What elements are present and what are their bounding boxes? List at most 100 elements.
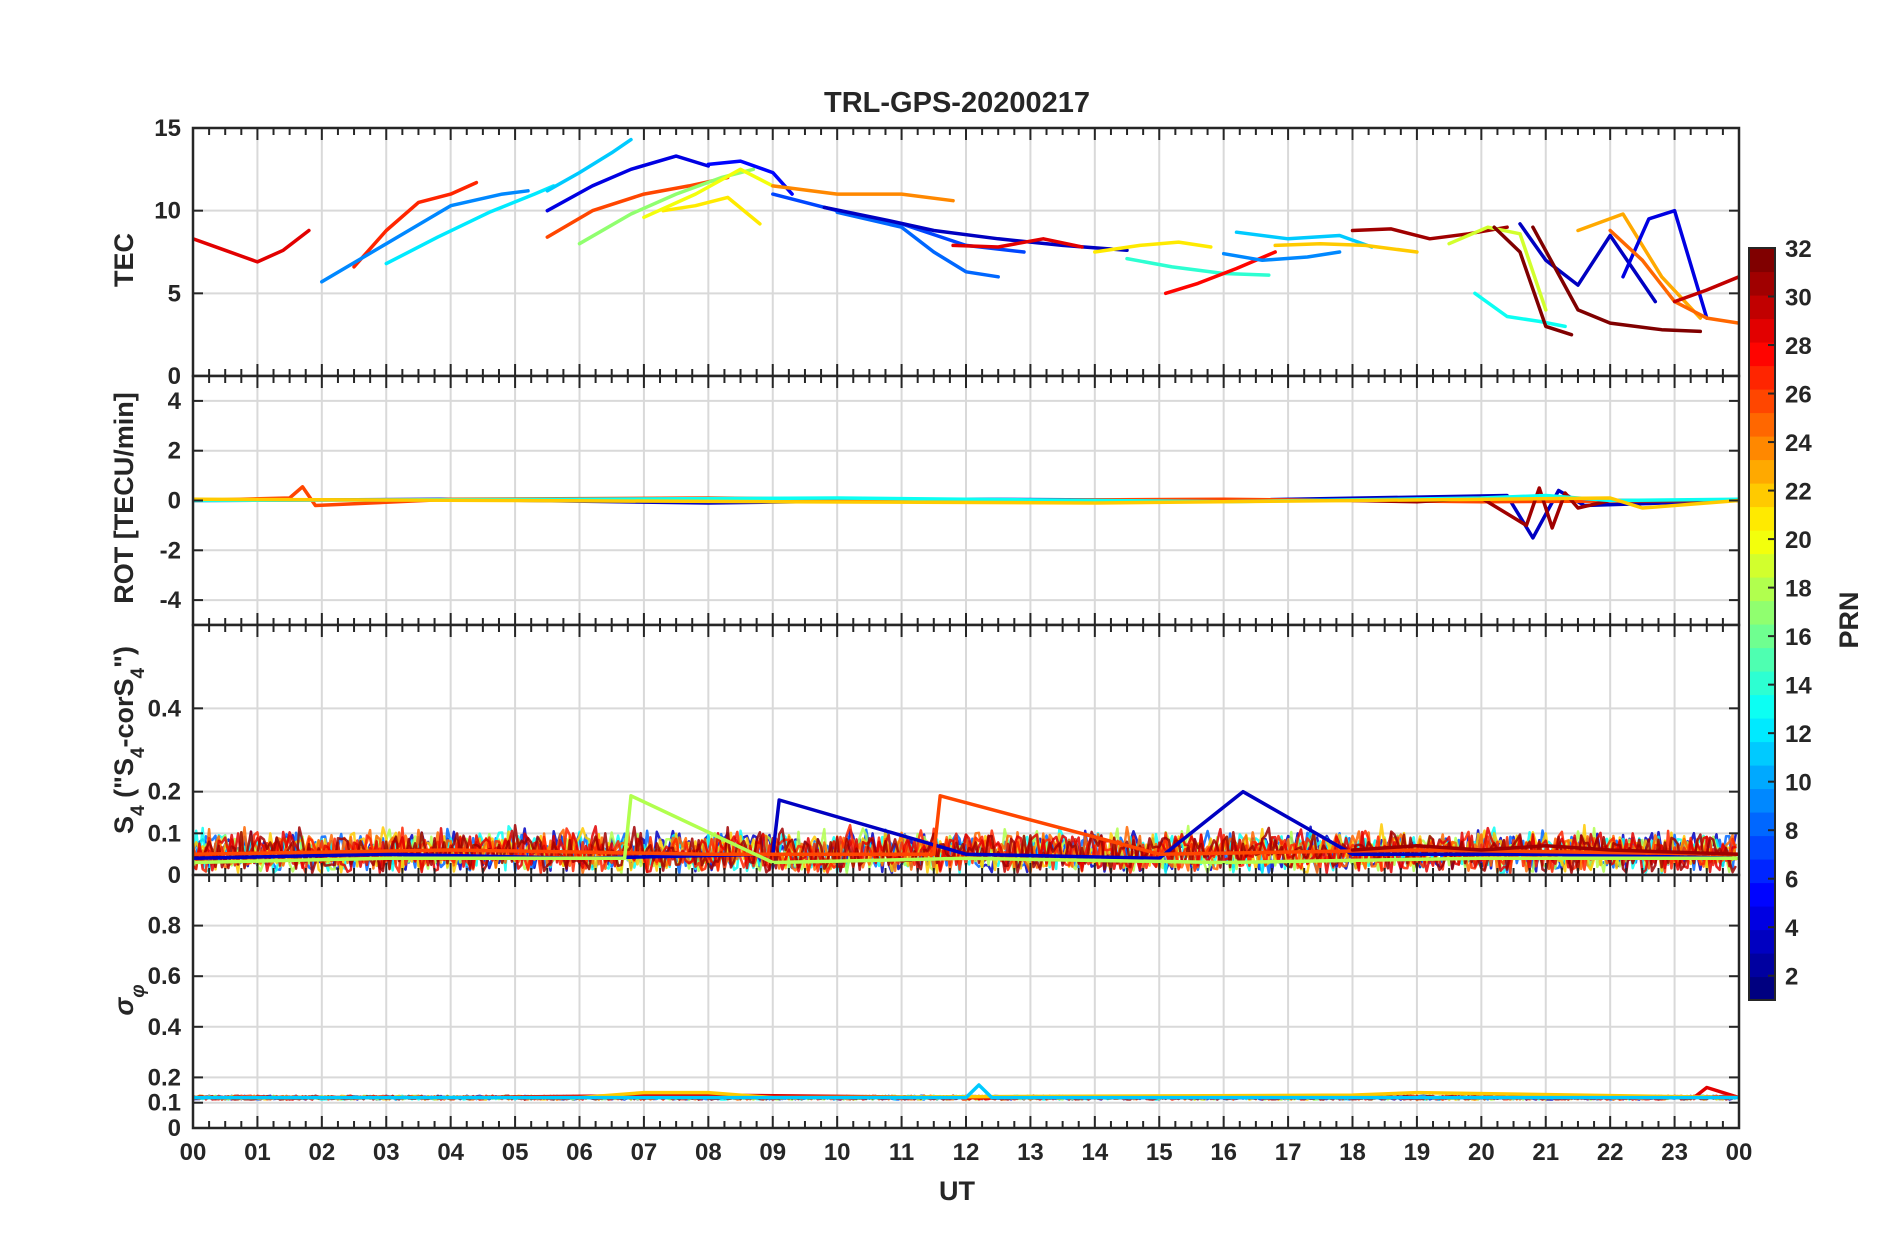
colorbar-tick-label: 32 — [1785, 236, 1812, 263]
colorbar-tick-label: 4 — [1785, 915, 1799, 942]
tec-y-tick-label: 0 — [168, 363, 181, 390]
x-tick-label: 20 — [1468, 1139, 1495, 1166]
s4-y-tick-label: 0.2 — [148, 779, 181, 806]
colorbar-segment — [1749, 953, 1775, 978]
x-tick-label: 19 — [1404, 1139, 1431, 1166]
colorbar-segment — [1749, 436, 1775, 461]
colorbar-tick-label: 26 — [1785, 382, 1812, 409]
colorbar-segment — [1749, 718, 1775, 743]
tec-series-prn-19 — [1447, 225, 1548, 312]
colorbar-tick-label: 6 — [1785, 867, 1798, 894]
tec-series-prn-32 — [1492, 225, 1574, 337]
colorbar-tick-label: 28 — [1785, 333, 1812, 360]
sigma_phi-y-tick-label: 0.1 — [148, 1090, 181, 1117]
colorbar-segment — [1749, 788, 1775, 813]
x-axis-label: UT — [939, 1176, 975, 1206]
s4-series-prn-18 — [193, 794, 1739, 865]
sigma_phi-frame — [191, 873, 1741, 1130]
colorbar-segment — [1749, 929, 1775, 954]
colorbar-segment — [1749, 812, 1775, 837]
x-tick-label: 05 — [502, 1139, 529, 1166]
x-tick-label: 14 — [1081, 1139, 1108, 1166]
colorbar-segment — [1749, 412, 1775, 437]
x-tick-label: 00 — [180, 1139, 207, 1166]
chart-title: TRL-GPS-20200217 — [824, 87, 1090, 119]
colorbar-tick-label: 22 — [1785, 479, 1812, 506]
s4-y-tick-label: 0 — [168, 862, 181, 889]
tec-series-prn-20 — [642, 167, 775, 220]
tec-series-prn-21 — [1093, 240, 1213, 254]
tec-series-prn-27 — [352, 180, 479, 269]
x-tick-label: 12 — [953, 1139, 980, 1166]
tec-series-prn-22 — [1273, 241, 1419, 254]
rot-y-label: ROT [TECU/min] — [109, 392, 139, 603]
rot-panel: ROT [TECU/min] -4 -2 0 2 4 — [109, 374, 1741, 627]
colorbar-tick-label: 14 — [1785, 673, 1812, 700]
x-tick-label: 18 — [1339, 1139, 1366, 1166]
sigma_phi-y-tick-label: 0.8 — [148, 913, 181, 940]
x-tick-label: 01 — [244, 1139, 271, 1166]
colorbar-segment — [1749, 248, 1775, 273]
rot-y-tick-label: -2 — [160, 537, 181, 564]
s4-panel: S4 ("S4-corS4") 00.10.20.4 — [109, 623, 1741, 889]
x-tick-label: 21 — [1532, 1139, 1559, 1166]
colorbar-segment — [1749, 694, 1775, 719]
s4-series-prn-26 — [193, 794, 1739, 856]
tec-series-prn-5 — [706, 159, 794, 196]
tec-y-tick-label: 10 — [154, 198, 181, 225]
x-tick-labels: 00 01 02 03 04 05 06 07 08 09 10 11 12 13 14 15 16 17 18 19… — [180, 1139, 1753, 1166]
x-tick-label: 13 — [1017, 1139, 1044, 1166]
rot-y-tick-label: 0 — [168, 488, 181, 515]
rot-y-tick-label: 2 — [168, 438, 181, 465]
tec-series-prn-12 — [384, 184, 556, 266]
colorbar-segment — [1749, 530, 1775, 555]
colorbar-tick-label: 12 — [1785, 721, 1812, 748]
colorbar-tick-label: 16 — [1785, 624, 1812, 651]
colorbar-segment — [1749, 459, 1775, 484]
colorbar-segment — [1749, 600, 1775, 625]
tec-series-prn-11 — [1234, 230, 1374, 249]
colorbar-tick-label: 2 — [1785, 964, 1798, 991]
tec-series-prn-13 — [1473, 291, 1567, 329]
tec-y-tick-label: 5 — [168, 280, 181, 307]
tec-series-prn-4 — [545, 154, 711, 213]
x-tick-label: 22 — [1597, 1139, 1624, 1166]
x-tick-label: 04 — [437, 1139, 464, 1166]
sigma_phi-series-prn-11 — [193, 1083, 1739, 1100]
colorbar-label: PRN — [1834, 591, 1864, 648]
x-tick-label: 00 — [1726, 1139, 1753, 1166]
colorbar-segment — [1749, 671, 1775, 696]
colorbar-segment — [1749, 976, 1775, 1001]
x-tick-label: 02 — [308, 1139, 335, 1166]
tec-series-prn-21 — [661, 195, 762, 226]
colorbar-segment — [1749, 483, 1775, 508]
colorbar-tick-label: 20 — [1785, 527, 1812, 554]
sigma_phi-y-tick-label: 0 — [168, 1115, 181, 1142]
x-tick-label: 17 — [1275, 1139, 1302, 1166]
colorbar-segment — [1749, 271, 1775, 296]
s4-y-tick-label: 0.1 — [148, 820, 181, 847]
tec-panel: TEC 0 5 10 15 — [109, 115, 1741, 390]
colorbar-segment — [1749, 318, 1775, 343]
colorbar-segment — [1749, 906, 1775, 931]
x-tick-label: 08 — [695, 1139, 722, 1166]
colorbar-segment — [1749, 295, 1775, 320]
tec-series-prn-8 — [835, 210, 1000, 279]
tec-series-prn-14 — [1125, 256, 1271, 277]
colorbar-segment — [1749, 553, 1775, 578]
tec-series-prn-4 — [1621, 208, 1709, 320]
s4-series-prn-31 — [1350, 844, 1739, 856]
x-tick-label: 07 — [631, 1139, 658, 1166]
tec-y-label: TEC — [109, 233, 139, 287]
x-tick-label: 09 — [759, 1139, 786, 1166]
tec-series-prn-29 — [951, 237, 1084, 249]
x-tick-label: 15 — [1146, 1139, 1173, 1166]
sigma-phi-panel: σφ 00.10.20.40.60.8 — [109, 873, 1741, 1142]
rot-y-tick-label: -4 — [160, 587, 182, 614]
colorbar-segment — [1749, 506, 1775, 531]
rot-y-tick-label: 4 — [168, 388, 182, 415]
x-tick-label: 06 — [566, 1139, 593, 1166]
tec-series-prn-24 — [771, 184, 955, 203]
